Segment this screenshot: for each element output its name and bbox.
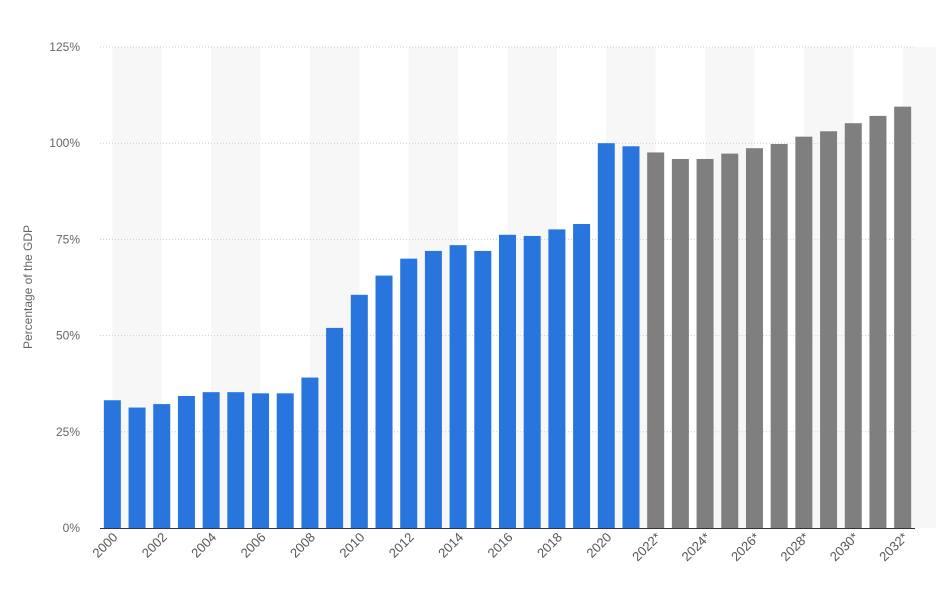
bar-2007[interactable] bbox=[276, 393, 294, 528]
x-tick-label: 2010 bbox=[336, 530, 367, 561]
x-tick-label: 2026* bbox=[728, 530, 763, 565]
bar-2021[interactable] bbox=[622, 146, 640, 529]
x-tick-label: 2004 bbox=[188, 530, 219, 561]
y-axis-ticks: 0% 25% 50% 75% 100% 125% bbox=[49, 40, 80, 535]
bar-2001[interactable] bbox=[128, 407, 146, 528]
x-tick-label: 2024* bbox=[679, 530, 714, 565]
bar-2026-forecast[interactable] bbox=[745, 148, 763, 528]
bar-2019[interactable] bbox=[573, 224, 591, 528]
bar-2020[interactable] bbox=[597, 143, 615, 528]
y-tick-label: 75% bbox=[56, 232, 80, 246]
bar-2031-forecast[interactable] bbox=[869, 115, 887, 528]
bar-2006[interactable] bbox=[252, 393, 270, 528]
y-axis-title: Percentage of the GDP bbox=[21, 225, 35, 349]
x-tick-label: 2030* bbox=[827, 530, 862, 565]
bar-2018[interactable] bbox=[548, 229, 566, 528]
x-tick-label: 2002 bbox=[139, 530, 170, 561]
bar-2010[interactable] bbox=[350, 294, 368, 528]
x-tick-label: 2012 bbox=[386, 530, 417, 561]
x-axis-ticks: 2000 2002 2004 2006 2008 2010 2012 2014 2016 2018… bbox=[89, 530, 910, 565]
x-tick-label: 2014 bbox=[435, 530, 466, 561]
x-tick-label: 2028* bbox=[777, 530, 812, 565]
x-tick-label: 2016 bbox=[485, 530, 516, 561]
bar-2024-forecast[interactable] bbox=[696, 158, 714, 528]
bar-2004[interactable] bbox=[202, 392, 220, 528]
bar-2013[interactable] bbox=[424, 250, 442, 528]
bar-2027-forecast[interactable] bbox=[770, 143, 788, 528]
x-tick-label: 2006 bbox=[238, 530, 269, 561]
bar-2000[interactable] bbox=[103, 400, 121, 528]
y-tick-label: 125% bbox=[49, 40, 80, 54]
bar-2030-forecast[interactable] bbox=[844, 123, 862, 528]
bar-2017[interactable] bbox=[523, 235, 541, 528]
y-tick-label: 100% bbox=[49, 136, 80, 150]
bar-2029-forecast[interactable] bbox=[820, 131, 838, 529]
bar-2032-forecast[interactable] bbox=[894, 106, 912, 529]
bar-2025-forecast[interactable] bbox=[721, 153, 739, 528]
y-tick-label: 50% bbox=[56, 329, 80, 343]
bar-2022-forecast[interactable] bbox=[647, 152, 665, 529]
bar-series bbox=[103, 106, 912, 529]
bar-2014[interactable] bbox=[449, 245, 467, 528]
y-tick-label: 0% bbox=[63, 521, 81, 535]
y-tick-label: 25% bbox=[56, 425, 80, 439]
bar-2023-forecast[interactable] bbox=[671, 158, 689, 528]
bar-2008[interactable] bbox=[301, 377, 319, 528]
x-tick-label: 2032* bbox=[876, 530, 911, 565]
bar-2028-forecast[interactable] bbox=[795, 136, 813, 529]
x-tick-label: 2018 bbox=[534, 530, 565, 561]
bar-2005[interactable] bbox=[227, 392, 245, 528]
bar-2009[interactable] bbox=[326, 327, 344, 528]
bar-2002[interactable] bbox=[153, 404, 171, 528]
bar-2016[interactable] bbox=[499, 234, 516, 528]
x-tick-label: 2022* bbox=[629, 530, 664, 565]
x-tick-label: 2020 bbox=[583, 530, 614, 561]
bar-2015[interactable] bbox=[474, 250, 492, 528]
x-tick-label: 2000 bbox=[89, 530, 120, 561]
bar-2012[interactable] bbox=[400, 258, 418, 528]
bar-2011[interactable] bbox=[375, 275, 393, 528]
x-tick-label: 2008 bbox=[287, 530, 318, 561]
bar-2003[interactable] bbox=[177, 396, 195, 528]
